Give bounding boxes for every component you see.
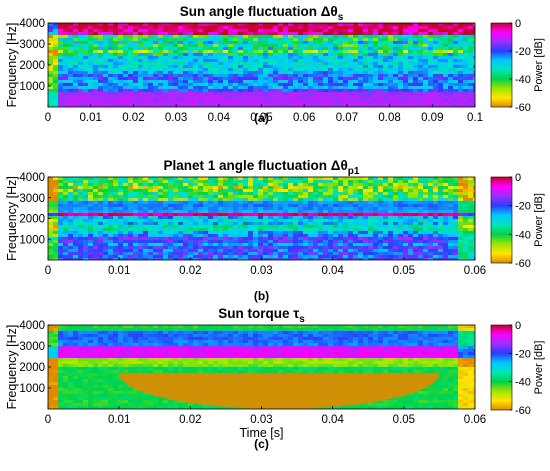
colorbar-tick-label: -20 [515, 348, 531, 360]
panel-caption: (c) [254, 437, 269, 451]
y-tick-label: 4000 [19, 172, 45, 184]
x-tick-label: 0.07 [336, 112, 358, 124]
colorbar-tick-label: -40 [515, 377, 531, 389]
colorbar-label: Power [dB] [533, 193, 545, 247]
colorbar-tick-label: -40 [515, 74, 531, 86]
chart-title: Sun angle fluctuation Δθs [180, 4, 344, 23]
y-axis-label: Frequency [Hz] [5, 176, 19, 261]
colorbar-label: Power [dB] [533, 341, 545, 395]
x-axis-label: Time [s] [240, 426, 284, 440]
x-tick-label: 0.06 [464, 265, 486, 277]
x-tick-label: 0.01 [108, 414, 130, 426]
x-tick-label: 0 [45, 265, 51, 277]
x-tick-label: 0.06 [464, 414, 486, 426]
y-tick-label: 1000 [19, 81, 45, 93]
x-tick-label: 0.03 [165, 112, 187, 124]
y-tick-label: 4000 [19, 320, 45, 332]
x-tick-label: 0.04 [321, 414, 344, 426]
colorbar-tick-label: -40 [515, 229, 531, 241]
x-tick-label: 0.04 [321, 265, 344, 277]
x-tick-label: 0.08 [378, 112, 400, 124]
heatmap-b [48, 177, 475, 260]
y-tick-label: 3000 [19, 341, 45, 353]
x-tick-label: 0.09 [421, 112, 443, 124]
x-tick-label: 0.04 [208, 112, 231, 124]
colorbar-tick-label: -60 [515, 405, 531, 417]
heatmap-a [48, 23, 475, 107]
y-tick-label: 4000 [19, 18, 45, 30]
x-tick-label: 0.01 [108, 265, 130, 277]
heatmap-region-0 [119, 373, 440, 409]
panel-caption: (a) [254, 111, 269, 125]
y-tick-label: 3000 [19, 193, 45, 205]
panel-a: 0 0.01 0.02 0.03 0.04 0.05 0.06 0.07 0.08 0.09 0.1… [5, 4, 545, 125]
colorbar-tick-label: 0 [515, 320, 521, 332]
chart-title: Planet 1 angle fluctuation Δθp1 [164, 158, 360, 177]
y-tick-label: 2000 [19, 214, 45, 226]
y-axis-label: Frequency [Hz] [5, 325, 19, 410]
panel-b: 0 0.01 0.02 0.03 0.04 0.05 0.06 1000 2000 3000 400… [5, 158, 545, 303]
y-tick-label: 3000 [19, 39, 45, 51]
colorbar-tick-label: -60 [515, 102, 531, 114]
chart-title: Sun torque τs [218, 306, 305, 325]
x-tick-label: 0.03 [250, 414, 272, 426]
colorbar-label: Power [dB] [533, 38, 545, 92]
x-tick-label: 0.02 [179, 265, 201, 277]
x-tick-label: 0.02 [122, 112, 144, 124]
x-tick-label: 0.01 [80, 112, 102, 124]
colorbar-tick-label: -60 [515, 258, 531, 270]
panel-c: 0 0.01 0.02 0.03 0.04 0.05 0.06 1000 2000 3000 400… [5, 306, 545, 451]
x-tick-label: 0.05 [393, 414, 415, 426]
panel-caption: (b) [254, 289, 269, 303]
y-axis-label: Frequency [Hz] [5, 23, 19, 108]
y-tick-label: 1000 [19, 234, 45, 246]
x-tick-label: 0 [45, 414, 51, 426]
colorbar-tick-label: -20 [515, 46, 531, 58]
x-tick-label: 0.02 [179, 414, 201, 426]
x-tick-label: 0.05 [250, 112, 272, 124]
colorbar-tick-label: -20 [515, 201, 531, 213]
y-tick-label: 1000 [19, 383, 45, 395]
x-tick-label: 0.06 [293, 112, 315, 124]
x-tick-label: 0.1 [467, 112, 483, 124]
x-tick-label: 0 [45, 112, 51, 124]
colorbar-tick-label: 0 [515, 18, 521, 30]
y-tick-label: 2000 [19, 362, 45, 374]
y-tick-label: 2000 [19, 60, 45, 72]
heatmap-c [48, 325, 475, 409]
colorbar-tick-label: 0 [515, 172, 521, 184]
x-tick-label: 0.05 [393, 265, 415, 277]
x-tick-label: 0.03 [250, 265, 272, 277]
